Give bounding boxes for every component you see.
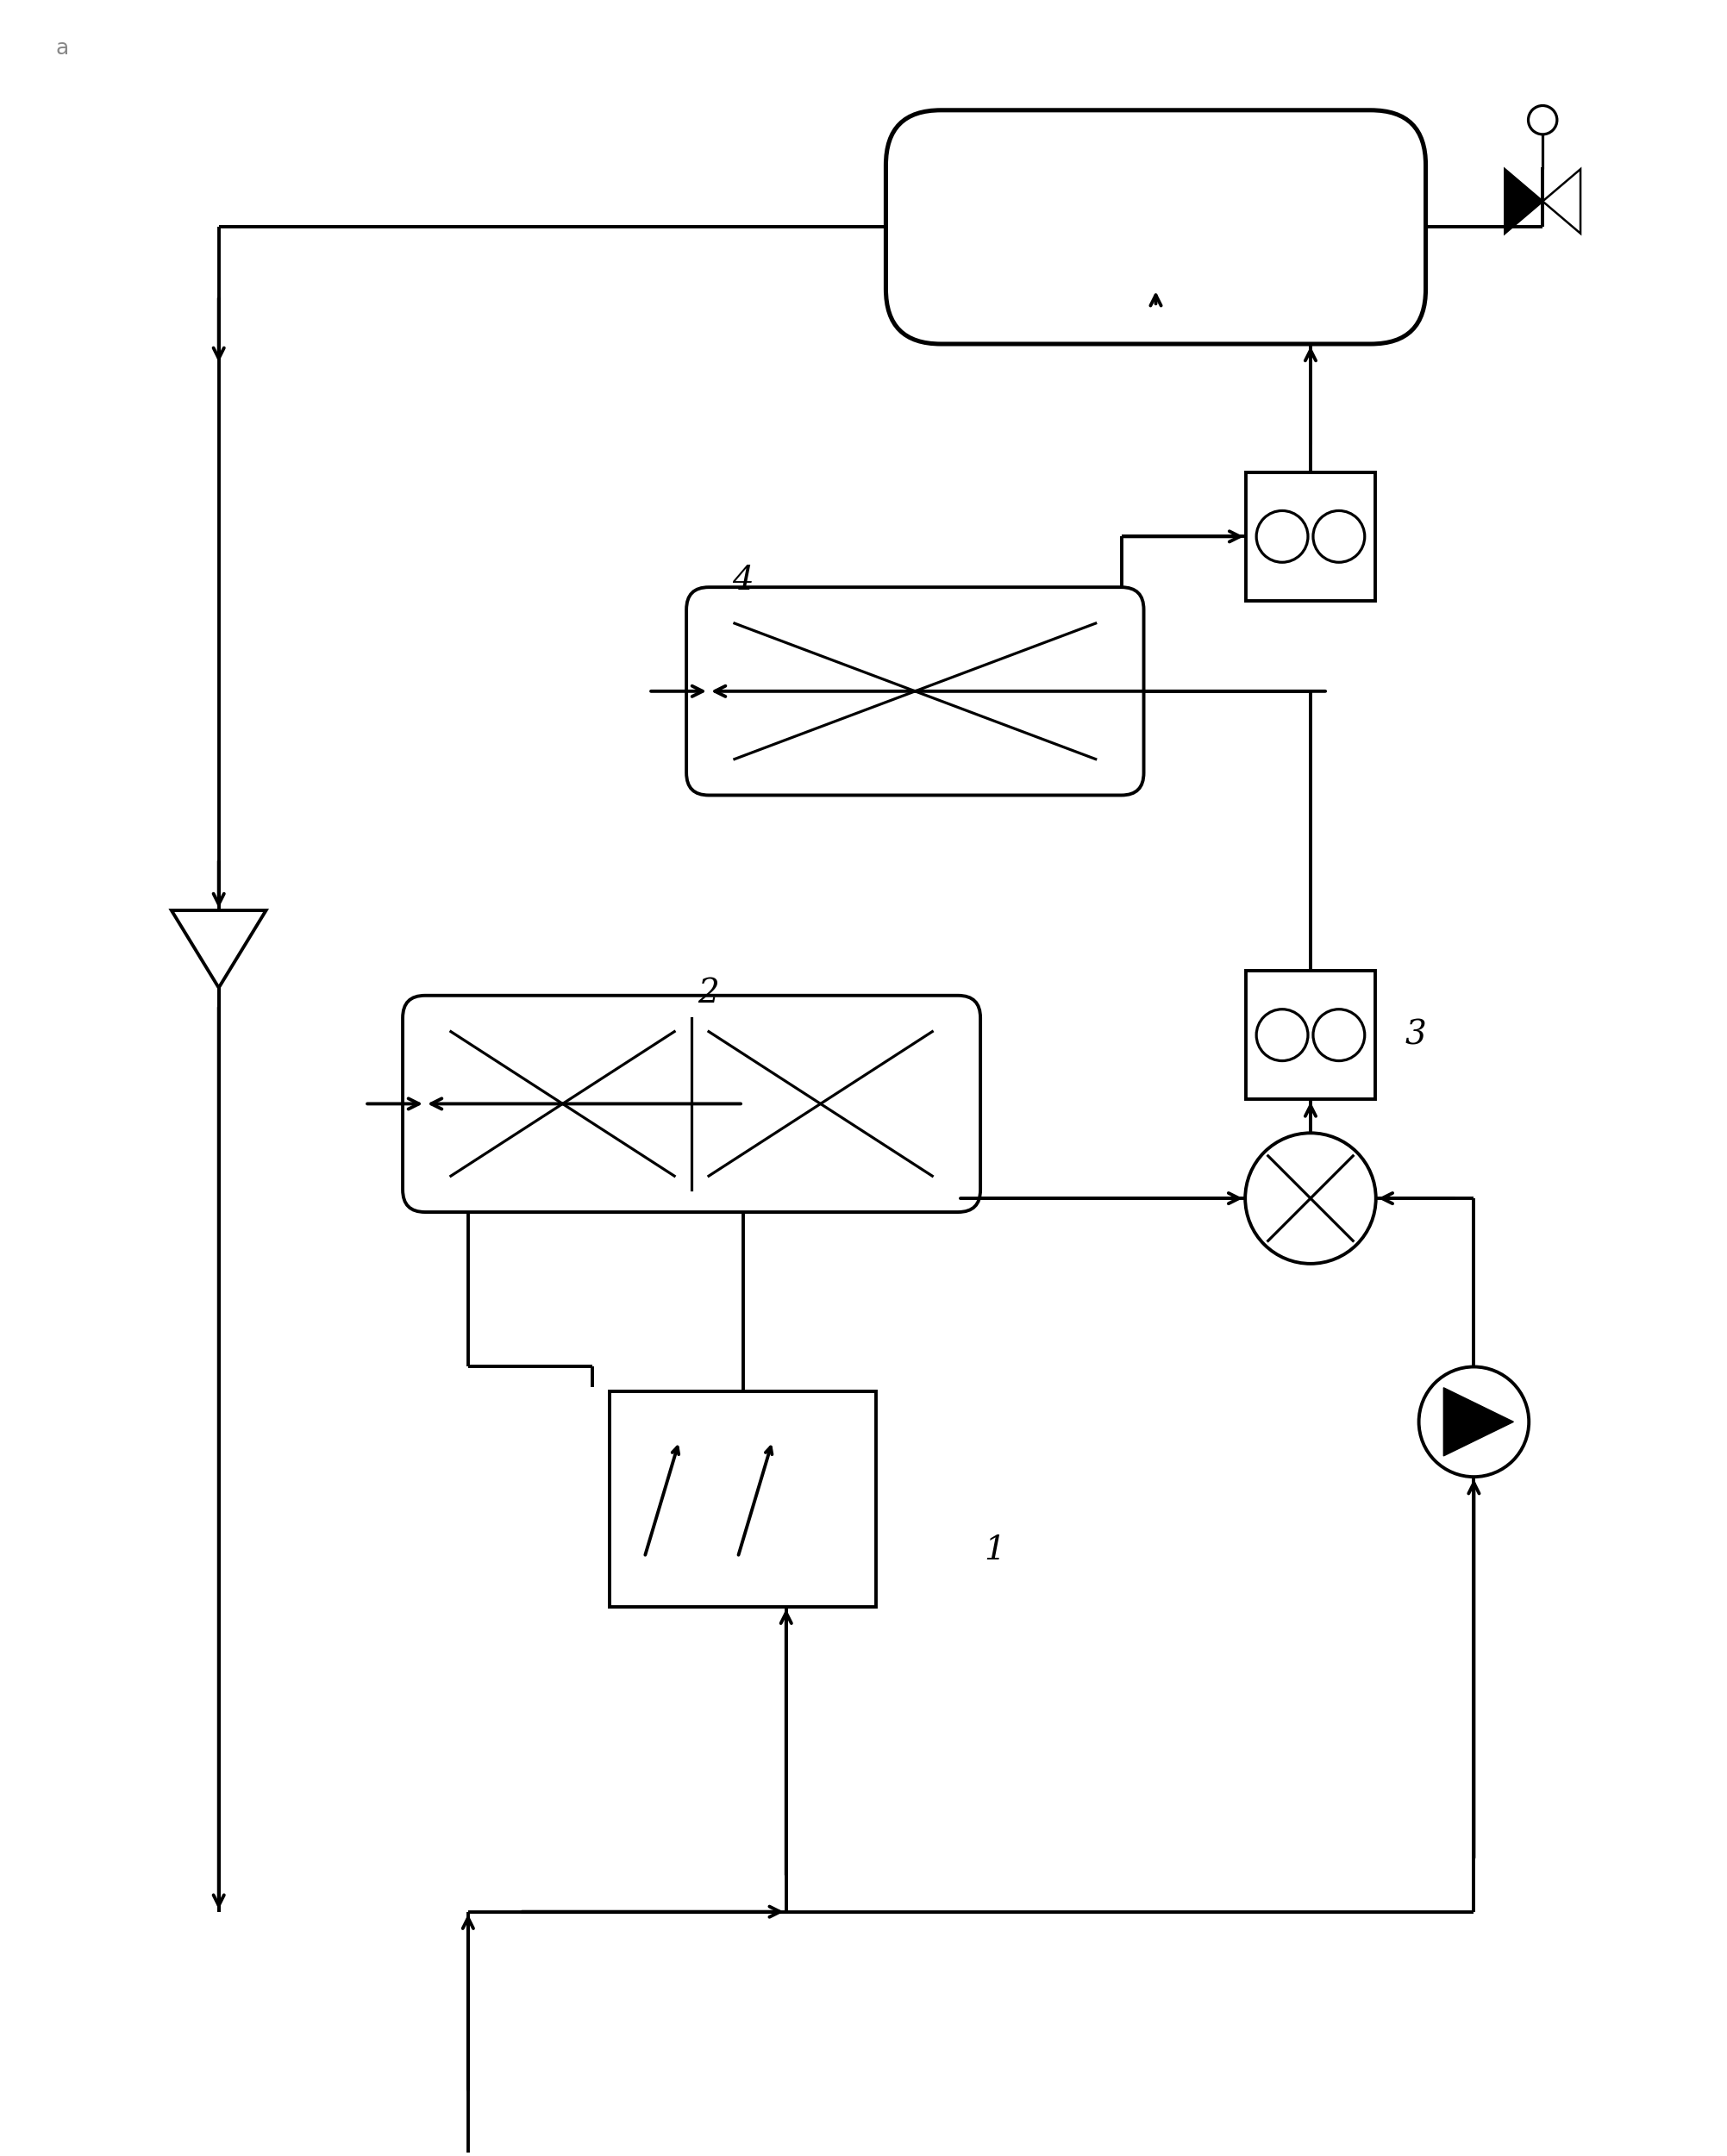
Bar <box>1247 472 1375 602</box>
Polygon shape <box>1444 1388 1513 1455</box>
Text: a: a <box>55 39 69 58</box>
Text: 4: 4 <box>732 565 753 597</box>
Polygon shape <box>171 910 266 987</box>
Polygon shape <box>1542 168 1580 233</box>
Polygon shape <box>1504 168 1542 233</box>
Text: 3: 3 <box>1406 1020 1427 1050</box>
Bar <box>610 1393 876 1606</box>
Text: 2: 2 <box>698 977 720 1009</box>
FancyBboxPatch shape <box>886 110 1427 345</box>
FancyBboxPatch shape <box>686 586 1143 796</box>
FancyBboxPatch shape <box>402 996 981 1212</box>
Text: 1: 1 <box>984 1535 1005 1567</box>
Bar <box>1247 970 1375 1100</box>
